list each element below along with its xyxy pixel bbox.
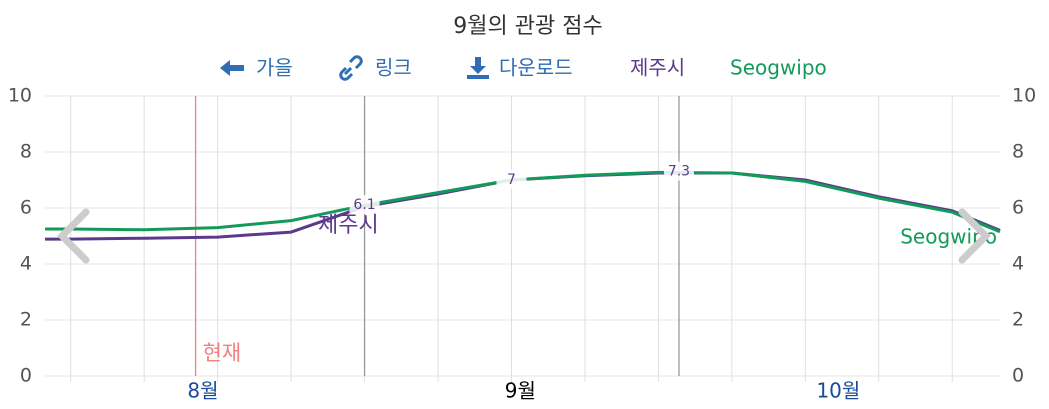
back-icon[interactable]	[220, 60, 244, 76]
next-arrow[interactable]	[958, 208, 991, 264]
y-tick-label: 8	[20, 141, 32, 163]
y-tick-label: 4	[20, 253, 32, 275]
y2-tick-label: 2	[1012, 309, 1024, 331]
y2-tick-label: 6	[1012, 197, 1024, 219]
y-tick-label: 2	[20, 309, 32, 331]
y2-tick-label: 8	[1012, 141, 1024, 163]
y-tick-label: 10	[8, 85, 32, 107]
point-label-bg	[349, 195, 380, 215]
back-button[interactable]: 가을	[256, 56, 293, 80]
point-label: 6.1	[353, 197, 375, 213]
series-label: 제주시	[318, 213, 379, 238]
point-label-bg	[496, 170, 527, 189]
legend-entry: 제주시	[630, 56, 685, 80]
y-tick-label: 0	[20, 365, 32, 387]
link-button[interactable]: 링크	[375, 56, 412, 80]
x-tick-label: 8월	[187, 379, 218, 403]
y2-tick-label: 10	[1012, 85, 1036, 107]
download-button[interactable]: 다운로드	[499, 56, 573, 80]
toolbar: 가을 링크 다운로드	[220, 55, 573, 81]
y2-tick-label: 0	[1012, 365, 1024, 387]
x-tick-label: 9월	[505, 379, 536, 403]
chart-title: 9월의 관광 점수	[453, 14, 602, 39]
point-label: 7	[507, 172, 516, 188]
x-tick-label: 10월	[816, 379, 860, 403]
y2-tick-label: 4	[1012, 253, 1024, 275]
point-label-bg	[663, 161, 694, 181]
download-icon[interactable]	[467, 57, 489, 79]
reference-label: 현재	[203, 341, 242, 365]
legend-entry: Seogwipo	[730, 56, 827, 80]
y-tick-label: 6	[20, 197, 32, 219]
link-icon[interactable]	[339, 55, 363, 81]
prev-arrow[interactable]	[57, 208, 90, 264]
point-label: 7.3	[668, 164, 690, 180]
